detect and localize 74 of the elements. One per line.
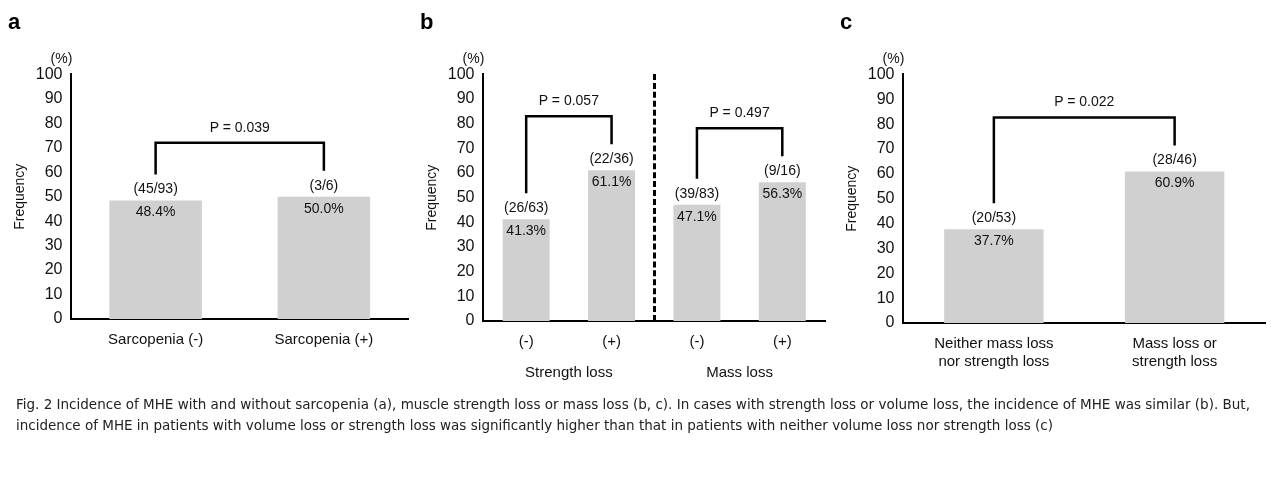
y-tick-label: 40 bbox=[456, 212, 475, 230]
y-tick-label: 30 bbox=[44, 236, 63, 254]
bar bbox=[673, 204, 721, 321]
annotation: P = 0.497 bbox=[709, 104, 770, 121]
y-axis-title: Frequency bbox=[423, 164, 440, 231]
bar bbox=[758, 182, 806, 321]
annotation: (22/36) bbox=[589, 150, 634, 167]
y-tick-label: 50 bbox=[456, 188, 475, 206]
y-tick-label: 40 bbox=[876, 213, 895, 231]
y-axis-title: Frequency bbox=[843, 165, 860, 232]
y-tick-label: 70 bbox=[456, 138, 475, 156]
x-tick-label: (-) bbox=[689, 332, 705, 350]
annotation: (45/93) bbox=[133, 180, 178, 197]
y-tick-label: 80 bbox=[876, 114, 895, 132]
data-label: 56.3% bbox=[762, 185, 803, 202]
chart-subtitle: (%) bbox=[50, 50, 73, 67]
annotation: P = 0.022 bbox=[1054, 93, 1115, 110]
data-label: 41.3% bbox=[506, 222, 547, 239]
chart-subtitle: (%) bbox=[462, 50, 485, 67]
y-tick-label: 80 bbox=[44, 113, 63, 131]
y-tick-label: 30 bbox=[456, 237, 475, 255]
y-tick-label: 50 bbox=[876, 189, 895, 207]
x-tick-label: Sarcopenia (-) bbox=[108, 330, 204, 348]
y-tick-label: 10 bbox=[44, 284, 63, 302]
data-label: 48.4% bbox=[135, 203, 176, 220]
y-tick-label: 30 bbox=[876, 238, 895, 256]
x-tick-label: (-) bbox=[518, 332, 534, 350]
y-tick-label: 10 bbox=[876, 288, 895, 306]
y-tick-label: 20 bbox=[876, 263, 895, 281]
annotation: (39/83) bbox=[674, 184, 720, 201]
y-tick-label: 0 bbox=[465, 311, 475, 329]
y-tick-label: 60 bbox=[876, 164, 895, 182]
annotation: (28/46) bbox=[1152, 151, 1197, 168]
annotation: (26/63) bbox=[504, 199, 549, 216]
bar bbox=[502, 219, 550, 321]
x-tick-label: (+) bbox=[602, 332, 621, 350]
y-tick-label: 70 bbox=[44, 138, 63, 156]
annotation: (9/16) bbox=[764, 162, 801, 179]
data-label: 47.1% bbox=[677, 207, 717, 224]
chart-title: b bbox=[420, 9, 434, 35]
x-tick-label: Mass loss or strength loss bbox=[1132, 334, 1218, 370]
y-axis-title: Frequency bbox=[11, 163, 28, 230]
x-tick-label: Sarcopenia (+) bbox=[274, 330, 374, 348]
chart-subtitle: (%) bbox=[882, 50, 905, 67]
bar bbox=[588, 170, 636, 321]
y-tick-label: 40 bbox=[44, 211, 63, 229]
chart-title: c bbox=[840, 9, 853, 35]
y-tick-label: 0 bbox=[885, 313, 895, 331]
annotation: (3/6) bbox=[309, 176, 339, 193]
y-tick-label: 70 bbox=[876, 139, 895, 157]
x-tick-label: Neither mass loss nor strength loss bbox=[934, 334, 1054, 370]
y-tick-label: 0 bbox=[53, 309, 63, 327]
text: Mass loss bbox=[706, 362, 773, 380]
annotation: (20/53) bbox=[971, 209, 1017, 226]
caption: Fig. 2 Incidence of MHE with and without sarcopenia (a), muscle strength loss or mass loss (b, c). In cases with strength loss or volume loss, the incidence of MHE was similar (b). But, incidence of MHE in patients with volume loss or strength loss was significantly higher than that in patients with neither volume loss nor strength loss (c) bbox=[16, 395, 1251, 435]
data-label: 37.7% bbox=[974, 232, 1014, 249]
data-label: 50.0% bbox=[304, 199, 344, 216]
y-tick-label: 90 bbox=[456, 89, 475, 107]
x-tick-label: (+) bbox=[772, 332, 792, 350]
annotation: P = 0.039 bbox=[209, 118, 270, 135]
data-label: 60.9% bbox=[1154, 174, 1195, 191]
text: Strength loss bbox=[525, 362, 613, 380]
y-tick-label: 10 bbox=[456, 286, 475, 304]
y-tick-label: 90 bbox=[876, 89, 895, 107]
data-label: 61.1% bbox=[591, 173, 632, 190]
y-tick-label: 80 bbox=[456, 114, 475, 132]
annotation: P = 0.057 bbox=[538, 92, 600, 109]
y-tick-label: 60 bbox=[44, 162, 63, 180]
y-tick-label: 20 bbox=[44, 260, 63, 278]
chart-title: a bbox=[8, 9, 21, 35]
y-tick-label: 60 bbox=[456, 163, 475, 181]
y-tick-label: 50 bbox=[44, 187, 63, 205]
y-tick-label: 90 bbox=[44, 89, 63, 107]
y-tick-label: 20 bbox=[456, 262, 475, 280]
